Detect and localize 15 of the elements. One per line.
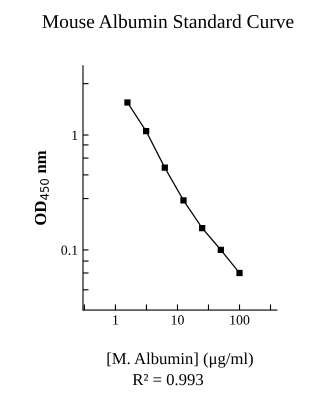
point — [218, 246, 224, 254]
point — [162, 164, 168, 171]
x-tick-label: 1 — [113, 315, 118, 325]
point — [124, 99, 131, 106]
point — [180, 197, 187, 204]
point — [236, 270, 243, 276]
point — [199, 224, 206, 232]
point — [143, 128, 150, 134]
x-tick-label: 10 — [172, 315, 184, 325]
x-tick-label: 100 — [230, 315, 250, 325]
text: R² = 0.993 — [132, 374, 204, 386]
x-axis-title: [M. Albumin] (μg/ml) — [107, 352, 253, 368]
chart-title: Mouse Albumin Standard Curve — [42, 14, 294, 28]
y-tick-label: 0.1 — [61, 246, 78, 255]
y-axis-title: OD$_{450}$ nm — [34, 150, 49, 225]
